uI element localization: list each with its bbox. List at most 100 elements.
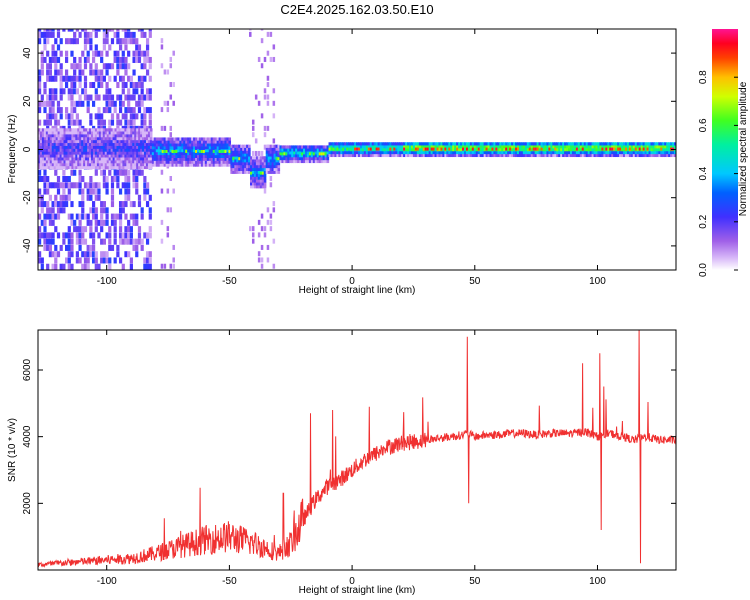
heatmap-cell [585, 145, 589, 149]
heatmap-cell [442, 145, 445, 149]
heatmap-cell [509, 142, 512, 146]
heatmap-cell [587, 153, 591, 158]
heatmap-cell [308, 152, 312, 156]
heatmap-cell [622, 142, 626, 146]
heatmap-cell [267, 167, 271, 172]
heatmap-cell [70, 213, 74, 220]
heatmap-cell [140, 128, 143, 132]
heatmap-cell [57, 131, 61, 135]
heatmap-cell [232, 147, 235, 151]
heatmap-cell [505, 150, 508, 155]
heatmap-cell [261, 167, 265, 172]
heatmap-cell [118, 213, 123, 220]
heatmap-cell [147, 154, 151, 158]
heatmap-cell [45, 131, 49, 135]
heatmap-cell [86, 107, 90, 114]
heatmap-cell [348, 147, 352, 151]
heatmap-cell [414, 142, 418, 146]
heatmap-cell [56, 182, 61, 189]
heatmap-cell [197, 149, 200, 153]
heatmap-cell [230, 170, 233, 174]
heatmap-cell [269, 31, 273, 37]
heatmap-cell [420, 142, 424, 146]
heatmap-cell [238, 162, 241, 166]
heatmap-cell [59, 182, 63, 189]
heatmap-cell [202, 140, 206, 144]
heatmap-cell [45, 136, 49, 141]
heatmap-cell [69, 131, 73, 135]
heatmap-cell [352, 150, 355, 155]
heatmap-cell [403, 142, 406, 146]
heatmap-cell [89, 207, 93, 214]
heatmap-cell [546, 145, 550, 149]
heatmap-cell [212, 151, 216, 156]
heatmap-cell [210, 157, 214, 161]
heatmap-cell [160, 44, 164, 50]
heatmap-cell [70, 232, 74, 239]
heatmap-cell [122, 148, 126, 152]
heatmap-cell [259, 179, 263, 183]
heatmap-cell [632, 145, 636, 149]
heatmap-cell [263, 56, 267, 62]
heatmap-cell [204, 149, 208, 153]
heatmap-cell [134, 128, 137, 132]
heatmap-cell [283, 156, 286, 161]
heatmap-cell [166, 232, 170, 238]
colorbar-label: Normalized spectral amplitude [738, 81, 749, 216]
heatmap-cell [497, 153, 500, 158]
heatmap-cell [263, 144, 267, 150]
heatmap-cell [515, 142, 518, 146]
heatmap-cell [148, 194, 152, 201]
heatmap-cell [47, 162, 51, 167]
heatmap-cell [86, 31, 90, 38]
heatmap-cell [89, 226, 93, 233]
heatmap-cell [79, 142, 82, 146]
heatmap-cell [94, 134, 98, 138]
heatmap-cell [560, 150, 563, 155]
heatmap-cell [38, 128, 41, 132]
heatmap-cell [516, 147, 520, 151]
heatmap-cell [283, 145, 286, 149]
heatmap-cell [64, 257, 69, 264]
heatmap-cell [312, 148, 316, 152]
heatmap-cell [43, 148, 47, 152]
heatmap-cell [94, 128, 98, 132]
heatmap-cell [127, 251, 131, 258]
heatmap-cell [130, 142, 133, 146]
heatmap-cell [646, 145, 650, 149]
heatmap-cell [147, 148, 151, 152]
heatmap-cell [224, 146, 228, 150]
heatmap-cell [75, 88, 79, 95]
heatmap-cell [248, 170, 251, 174]
heatmap-cell [642, 145, 646, 149]
heatmap-cell [668, 148, 671, 152]
heatmap-cell [373, 142, 377, 146]
heatmap-cell [121, 56, 125, 63]
heatmap-cell [124, 154, 127, 158]
heatmap-cell [91, 213, 96, 220]
heatmap-cell [566, 153, 569, 158]
heatmap-cell [198, 163, 202, 167]
heatmap-cell [412, 142, 416, 146]
heatmap-cell [98, 145, 102, 149]
heatmap-cell [40, 219, 44, 226]
heatmap-cell [87, 145, 90, 149]
heatmap-cell [255, 185, 259, 189]
heatmap-cell [259, 164, 263, 169]
heatmap-cell [116, 128, 120, 132]
heatmap-cell [375, 147, 379, 151]
heatmap-cell [200, 140, 204, 144]
heatmap-cell [92, 131, 96, 135]
heatmap-cell [293, 159, 296, 164]
heatmap-cell [75, 131, 78, 135]
heatmap-cell [91, 82, 96, 89]
heatmap-cell [485, 142, 489, 146]
heatmap-cell [160, 125, 164, 131]
heatmap-cell [71, 162, 74, 167]
heatmap-cell [124, 31, 128, 38]
heatmap-cell [67, 142, 71, 146]
heatmap-cell [87, 142, 90, 146]
heatmap-cell [379, 142, 383, 146]
heatmap-cell [632, 150, 636, 155]
x-tick-label: -100 [97, 276, 117, 287]
